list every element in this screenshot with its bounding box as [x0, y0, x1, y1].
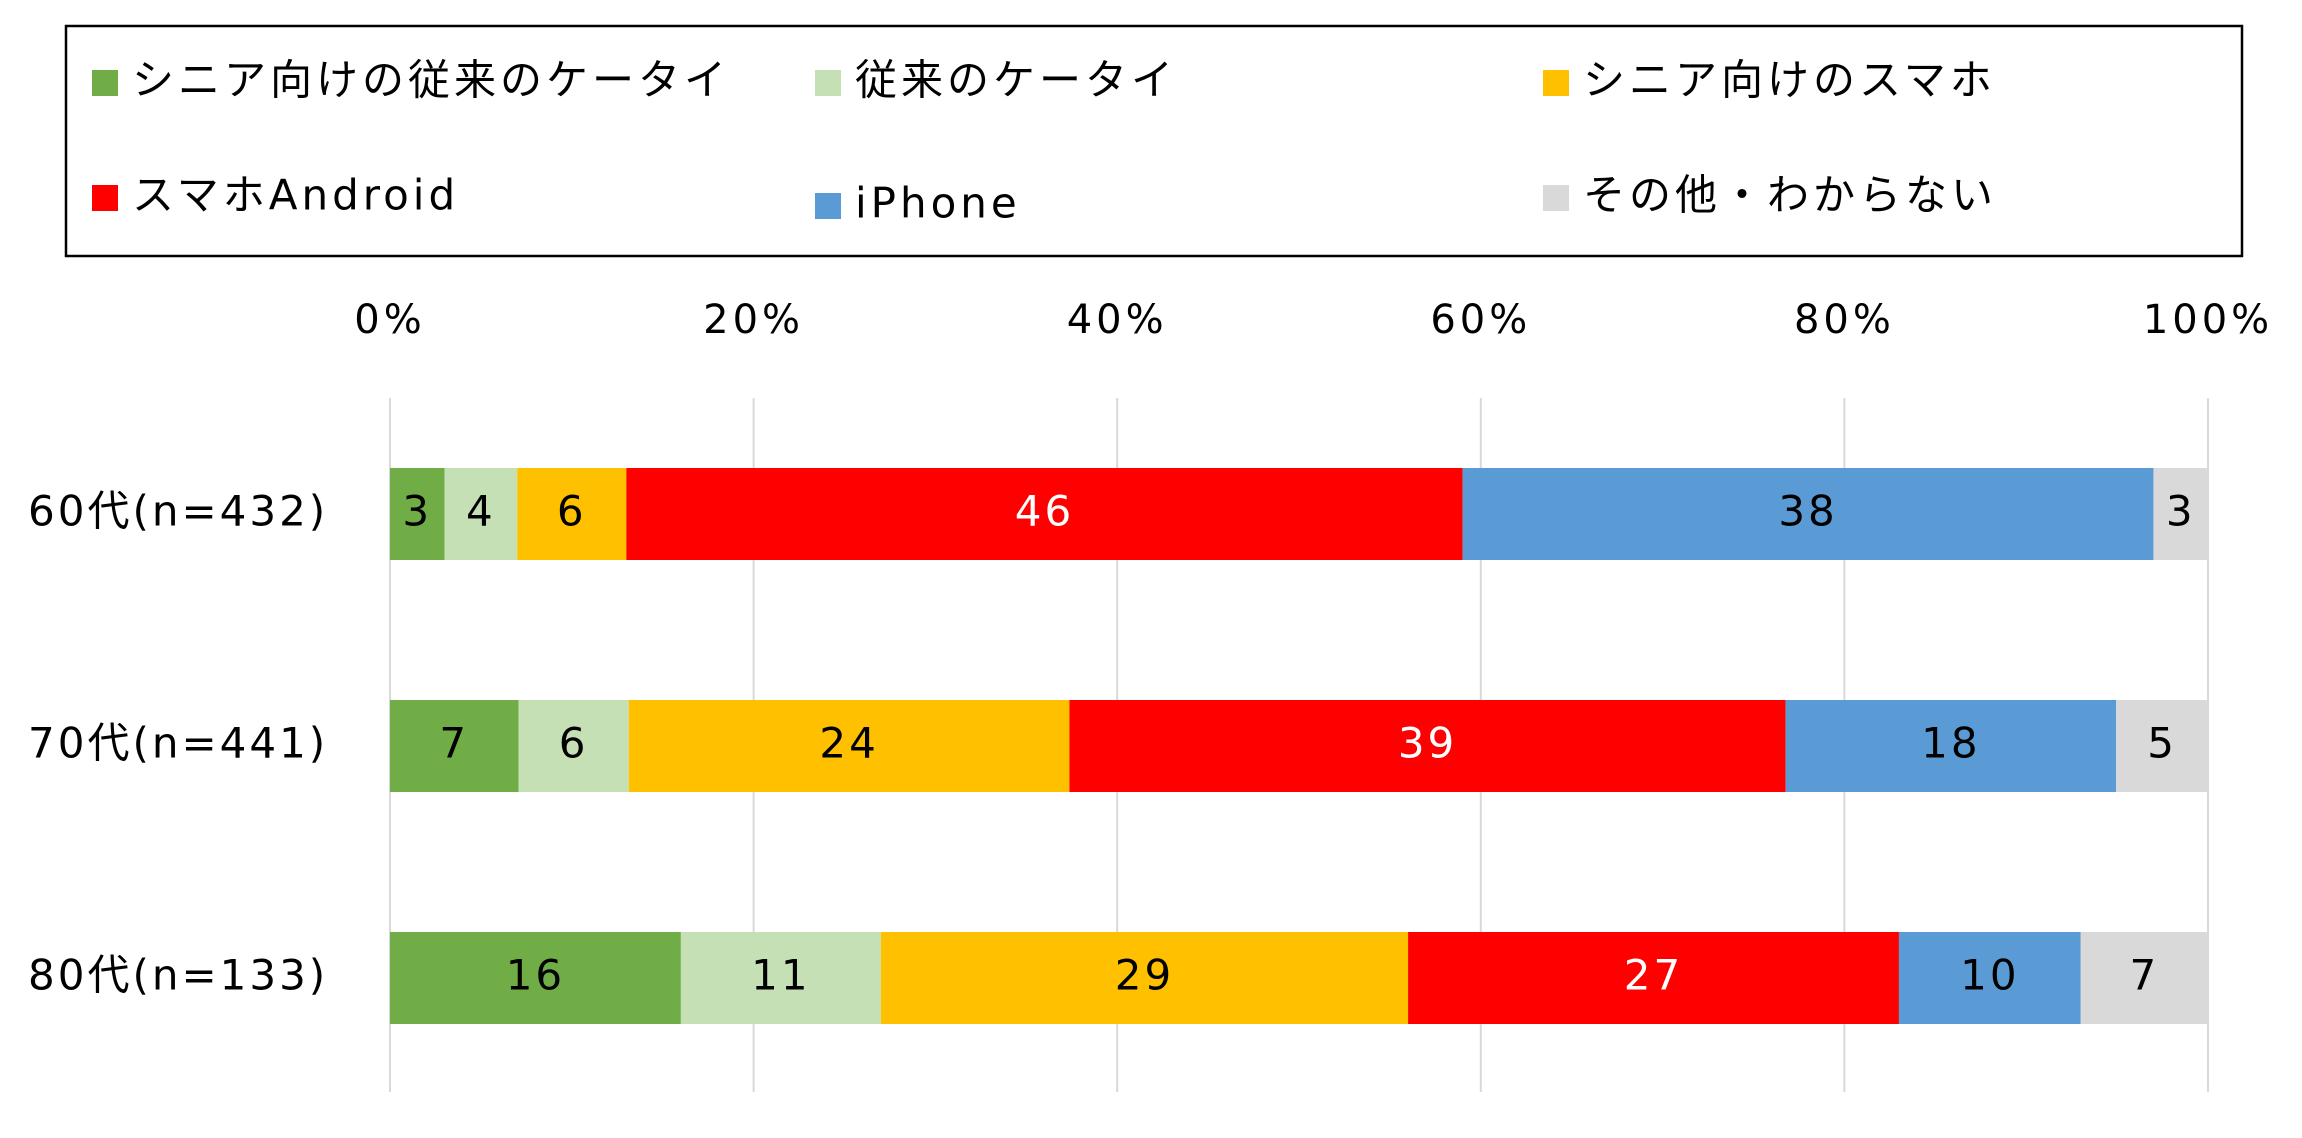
bar-segment: [626, 468, 1463, 560]
bar-segment: [1462, 468, 2154, 560]
x-tick-label: 20%: [703, 297, 804, 343]
legend-label: その他・わからない: [1583, 171, 1997, 220]
bar-segment: [390, 932, 681, 1024]
data-label: 6: [557, 487, 587, 536]
x-axis-ticks: 0% 20% 40% 60% 80% 100%: [354, 297, 2273, 343]
data-label: 39: [1398, 719, 1457, 768]
data-label: 11: [751, 951, 810, 1000]
data-label: 3: [402, 487, 432, 536]
legend-item: スマホAndroid: [92, 171, 459, 220]
legend-frame: [64, 24, 2244, 258]
data-label: 16: [506, 951, 565, 1000]
legend-swatch: [1543, 185, 1569, 211]
bar-segment: [628, 700, 1070, 792]
x-tick-label: 100%: [2143, 297, 2273, 343]
bar-segment: [1408, 932, 1899, 1024]
category-label: 80代(n=133): [28, 951, 328, 1000]
data-label: 24: [819, 719, 878, 768]
bar-segment: [1069, 700, 1786, 792]
bar-segment: [390, 468, 445, 560]
legend-item: シニア向けのスマホ: [1543, 56, 1996, 105]
legend-label: シニア向けのスマホ: [1583, 56, 1996, 105]
legend-swatch: [815, 70, 841, 96]
bar-segment: [2153, 468, 2208, 560]
data-label: 5: [2147, 719, 2177, 768]
bar-segment: [518, 700, 629, 792]
legend-item: 従来のケータイ: [815, 56, 1177, 105]
legend-swatch: [1543, 70, 1569, 96]
legend-label: シニア向けの従来のケータイ: [132, 56, 730, 105]
category-labels: 60代(n=432) 70代(n=441) 80代(n=133): [28, 487, 328, 1000]
data-label: 18: [1921, 719, 1980, 768]
x-tick-label: 0%: [354, 297, 425, 343]
bar-segment: [390, 700, 519, 792]
bar-segment: [680, 932, 881, 1024]
legend-label: 従来のケータイ: [855, 56, 1177, 105]
bar-row: 16 11 29 27 10 7: [390, 932, 2208, 1024]
data-label: 46: [1015, 487, 1074, 536]
legend-item: iPhone: [815, 179, 1021, 228]
category-label: 60代(n=432): [28, 487, 328, 536]
data-label: 10: [1960, 951, 2019, 1000]
bar-row: 3 4 6 46 38 3: [390, 468, 2208, 560]
bar-segment: [1785, 700, 2117, 792]
data-label: 3: [2166, 487, 2196, 536]
data-label: 27: [1624, 951, 1683, 1000]
data-label: 29: [1115, 951, 1174, 1000]
data-label: 38: [1778, 487, 1837, 536]
bar-segment: [1898, 932, 2081, 1024]
legend-swatch: [92, 185, 118, 211]
x-tick-label: 40%: [1067, 297, 1168, 343]
bar-row: 7 6 24 39 18 5: [390, 700, 2208, 792]
bar-segment: [880, 932, 1409, 1024]
legend-item: その他・わからない: [1543, 171, 1997, 220]
data-label: 7: [2130, 951, 2160, 1000]
bar-segment: [517, 468, 627, 560]
bar-segment: [2080, 932, 2208, 1024]
legend-swatch: [92, 70, 118, 96]
x-tick-label: 60%: [1430, 297, 1531, 343]
legend-label: スマホAndroid: [132, 171, 459, 220]
bar-segment: [444, 468, 518, 560]
data-label: 7: [439, 719, 469, 768]
category-label: 70代(n=441): [28, 719, 328, 768]
legend-label: iPhone: [855, 179, 1021, 228]
bars: 3 4 6 46 38 37 6 24 39 18 516 11 29 27 10 7: [390, 468, 2208, 1024]
legend-swatch: [815, 193, 841, 219]
bar-segment: [2116, 700, 2208, 792]
data-label: 4: [466, 487, 496, 536]
x-tick-label: 80%: [1794, 297, 1895, 343]
legend-item: シニア向けの従来のケータイ: [92, 56, 730, 105]
data-label: 6: [559, 719, 589, 768]
